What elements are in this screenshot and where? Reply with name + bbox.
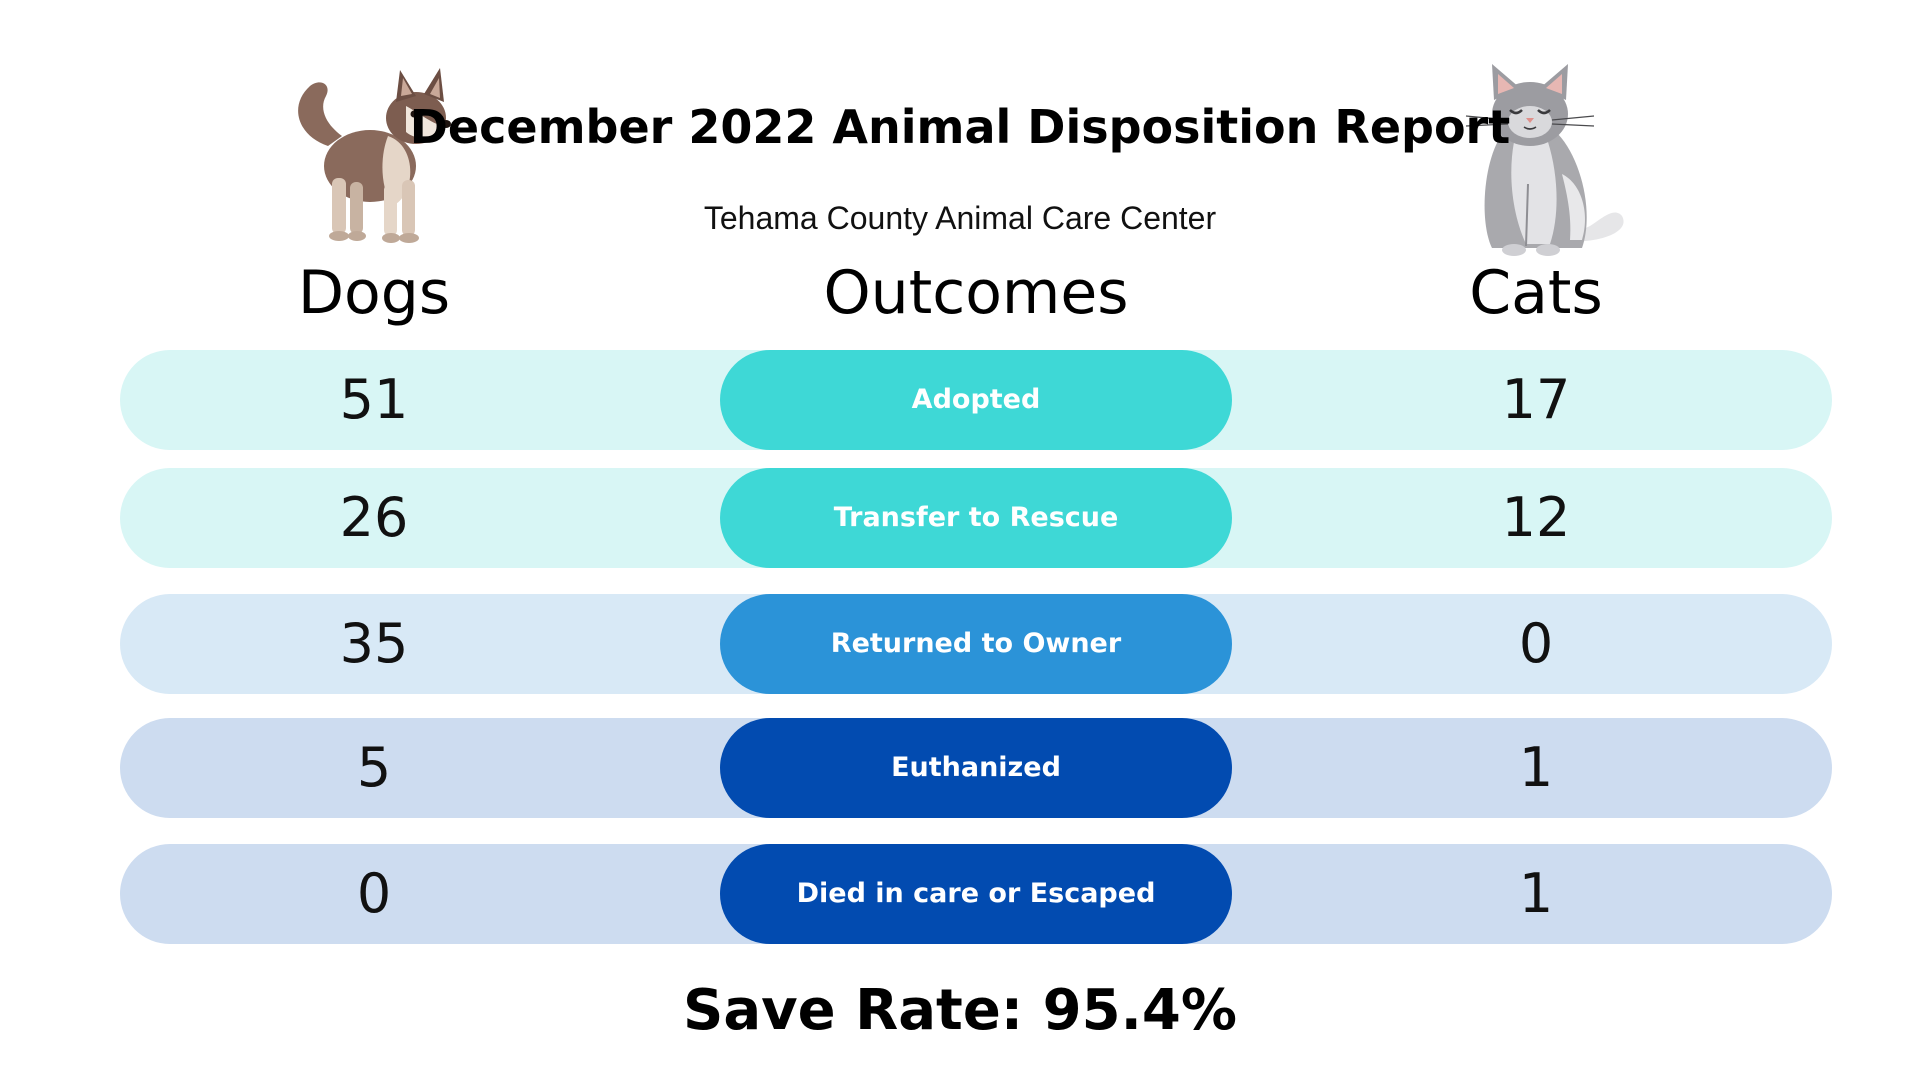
column-header-cats: Cats (1469, 258, 1603, 328)
table-row: 35 Returned to Owner 0 (120, 594, 1832, 694)
cat-count: 12 (1501, 486, 1571, 549)
outcome-label: Adopted (720, 350, 1232, 450)
table-row: 26 Transfer to Rescue 12 (120, 468, 1832, 568)
column-header-dogs: Dogs (297, 258, 451, 328)
cat-count: 17 (1501, 368, 1571, 431)
dog-count: 35 (339, 612, 409, 675)
outcome-label: Died in care or Escaped (720, 844, 1232, 944)
column-header-outcomes: Outcomes (823, 258, 1129, 328)
table-row: 5 Euthanized 1 (120, 718, 1832, 818)
cat-count: 1 (1518, 736, 1554, 799)
outcome-label: Returned to Owner (720, 594, 1232, 694)
dog-count: 51 (339, 368, 409, 431)
table-row: 0 Died in care or Escaped 1 (120, 844, 1832, 944)
table-row: 51 Adopted 17 (120, 350, 1832, 450)
save-rate: Save Rate: 95.4% (683, 978, 1237, 1043)
page-subtitle: Tehama County Animal Care Center (703, 200, 1217, 236)
outcome-label: Euthanized (720, 718, 1232, 818)
dog-count: 26 (339, 486, 409, 549)
cat-count: 0 (1518, 612, 1554, 675)
dog-count: 5 (356, 736, 392, 799)
outcome-label: Transfer to Rescue (720, 468, 1232, 568)
cat-count: 1 (1518, 862, 1554, 925)
dog-illustration-icon (298, 68, 451, 243)
cat-illustration-icon (1465, 64, 1624, 256)
page-title: December 2022 Animal Disposition Report (409, 100, 1511, 154)
dog-count: 0 (356, 862, 392, 925)
